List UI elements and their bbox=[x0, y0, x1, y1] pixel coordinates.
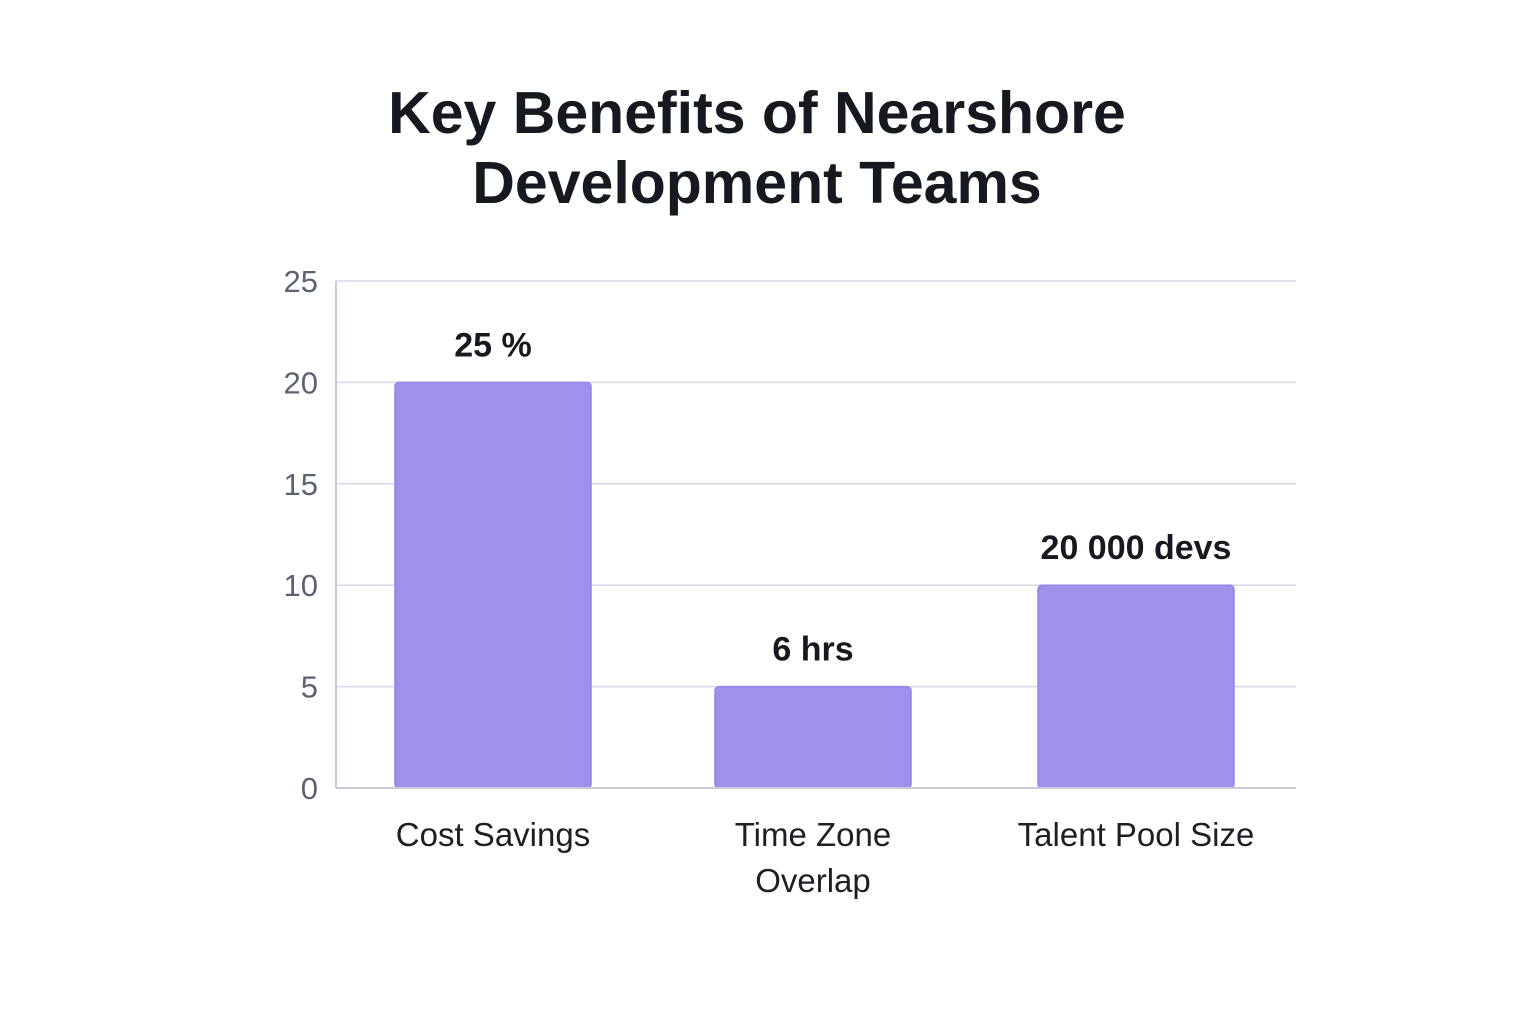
y-tick-label: 25 bbox=[284, 264, 318, 299]
chart-title-line-2: Development Teams bbox=[472, 150, 1042, 216]
y-tick-labels: 0 5 10 15 20 25 bbox=[284, 264, 318, 806]
data-label: 25 % bbox=[454, 326, 532, 364]
axes bbox=[335, 281, 1296, 789]
bar bbox=[714, 685, 912, 789]
category-label: Cost Savings bbox=[396, 816, 590, 853]
chart-title: Key Benefits of Nearshore Development Te… bbox=[0, 78, 1514, 218]
category-label: Overlap bbox=[755, 862, 871, 899]
y-tick-label: 0 bbox=[301, 771, 318, 806]
category-label: Time Zone bbox=[735, 816, 892, 853]
bar bbox=[394, 381, 592, 789]
y-tick-label: 20 bbox=[284, 365, 318, 400]
data-label: 20 000 devs bbox=[1041, 529, 1232, 567]
category-label: Talent Pool Size bbox=[1018, 816, 1255, 853]
y-tick-label: 15 bbox=[284, 467, 318, 502]
chart-title-line-1: Key Benefits of Nearshore bbox=[388, 80, 1126, 146]
y-tick-label: 5 bbox=[301, 670, 318, 705]
data-label: 6 hrs bbox=[772, 631, 853, 669]
y-tick-label: 10 bbox=[284, 568, 318, 603]
bar bbox=[1037, 584, 1235, 789]
category-labels: Cost Savings Time Zone Overlap Talent Pool … bbox=[396, 816, 1255, 899]
data-labels: 25 % 6 hrs 20 000 devs bbox=[454, 326, 1231, 668]
